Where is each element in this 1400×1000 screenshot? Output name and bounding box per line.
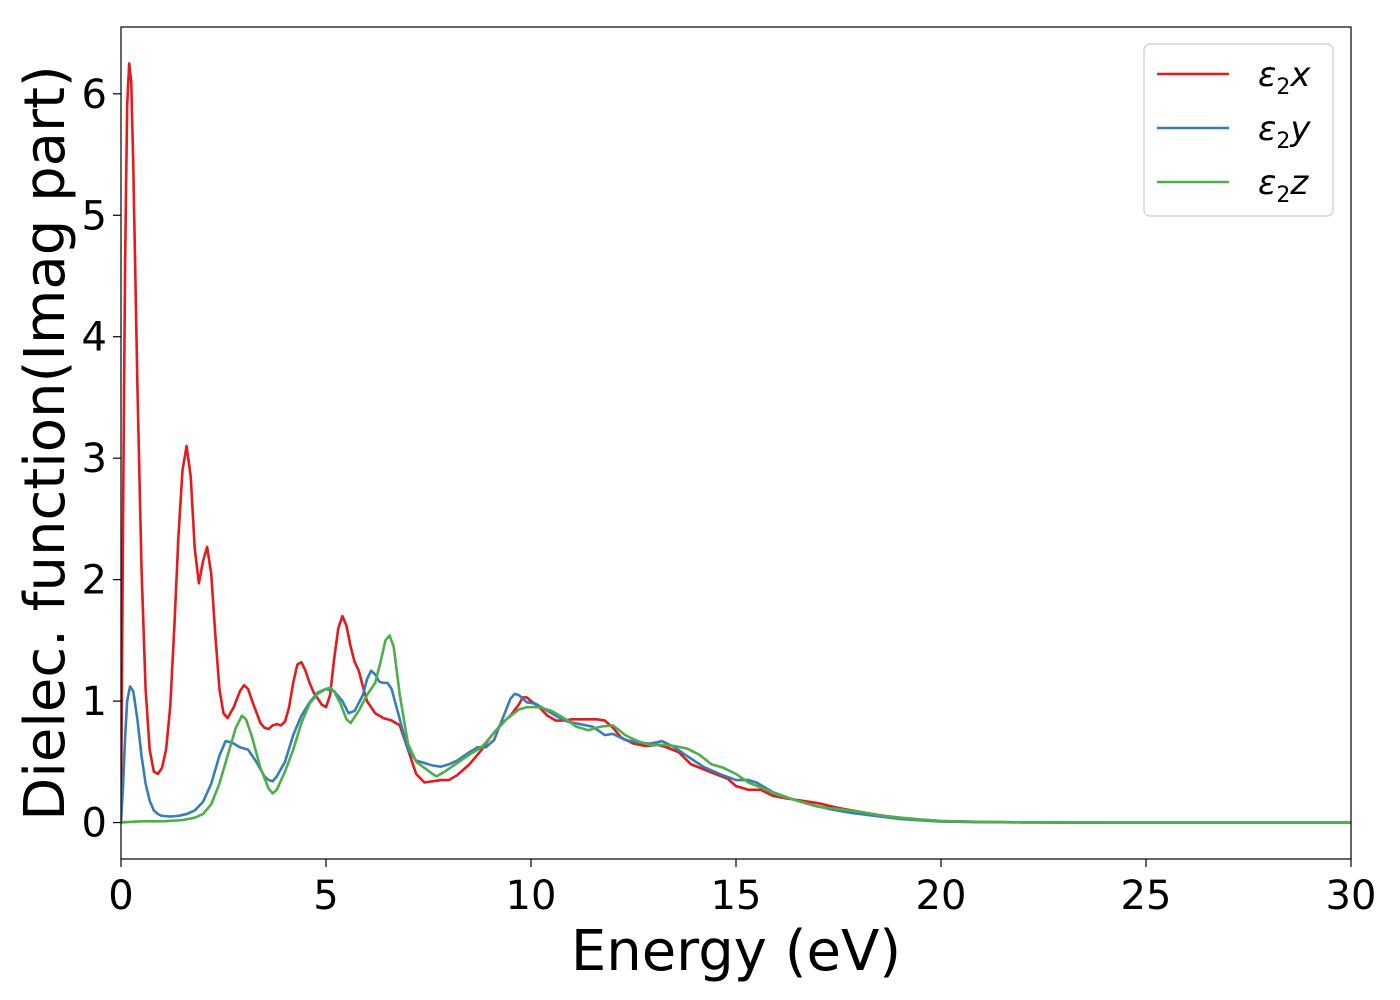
y-tick-label: 4 [82, 315, 107, 361]
series-line-y [121, 669, 1351, 824]
series-layer [121, 62, 1351, 824]
y-tick-label: 0 [82, 801, 107, 847]
legend-symbol: ε [1258, 163, 1276, 203]
legend-subscript: 2 [1276, 129, 1290, 154]
x-tick-label: 5 [313, 873, 338, 919]
y-tick-label: 1 [82, 679, 107, 725]
y-tick-label: 2 [82, 558, 107, 604]
ticks-layer: 0 5 10 15 20 25 30 0 1 2 3 4 5 6 [82, 72, 1377, 919]
y-tick-label: 5 [82, 193, 107, 239]
x-tick-label: 30 [1326, 873, 1377, 919]
x-tick-label: 20 [916, 873, 967, 919]
legend-label-y: ε2y [1258, 109, 1311, 154]
legend-variable: z [1289, 163, 1309, 203]
legend-box [1143, 43, 1334, 217]
y-tick-label: 6 [82, 72, 107, 118]
legend-symbol: ε [1258, 109, 1276, 149]
legend-subscript: 2 [1276, 75, 1290, 100]
legend-label-z: ε2z [1258, 163, 1309, 208]
legend-symbol: ε [1258, 55, 1276, 95]
y-tick-label: 3 [82, 436, 107, 482]
legend-subscript: 2 [1276, 183, 1290, 208]
series-line-x [121, 62, 1351, 824]
legend-variable: y [1289, 109, 1311, 149]
legend-label-x: ε2x [1258, 55, 1311, 100]
x-tick-label: 15 [711, 873, 762, 919]
x-tick-label: 25 [1121, 873, 1172, 919]
series-line-z [121, 634, 1351, 824]
x-tick-label: 10 [506, 873, 557, 919]
x-axis-label: Energy (eV) [571, 919, 901, 984]
y-axis-label: Dielec. function(Imag part) [13, 65, 78, 821]
x-tick-label: 0 [108, 873, 133, 919]
legend-variable: x [1289, 55, 1311, 95]
